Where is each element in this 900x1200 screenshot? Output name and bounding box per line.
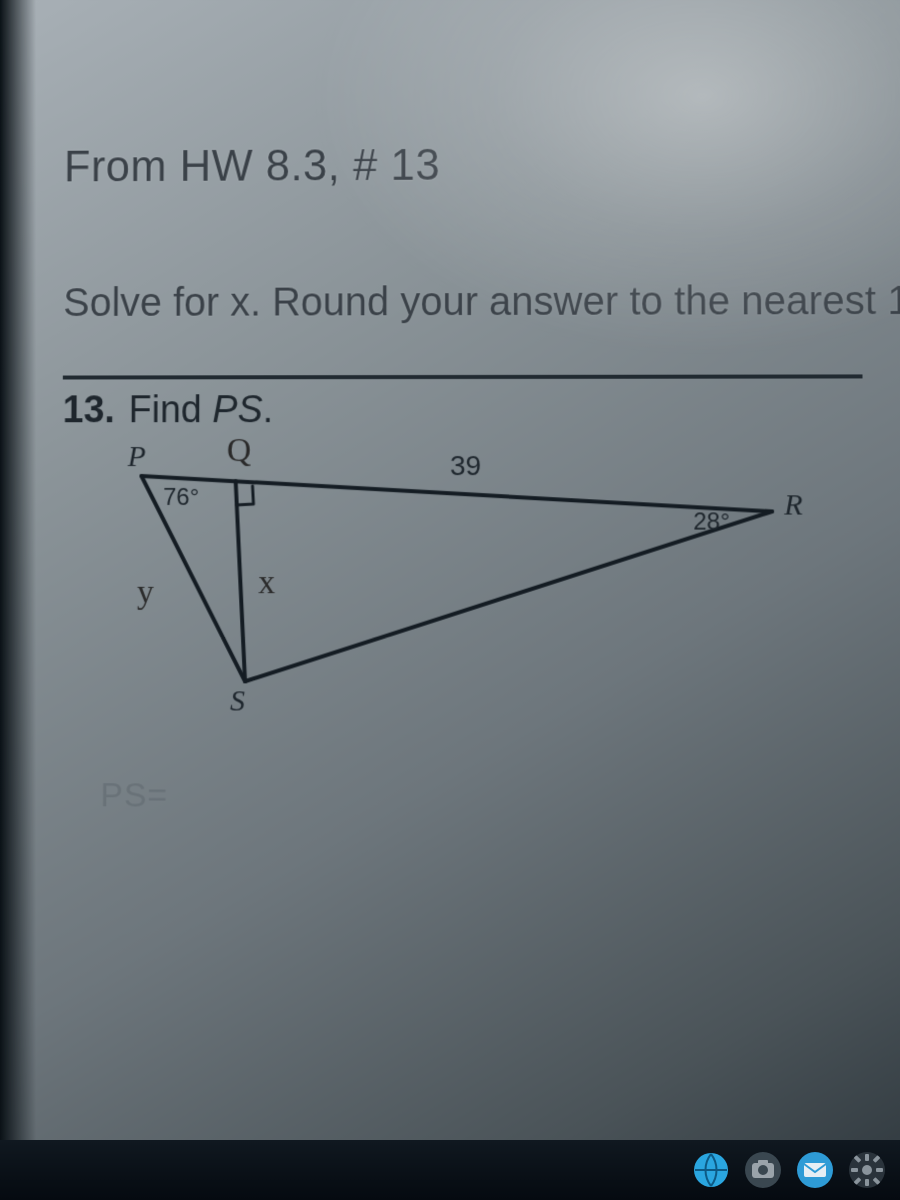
edge-QS bbox=[235, 481, 246, 681]
vertex-label-S: S bbox=[230, 684, 245, 718]
mail-icon[interactable] bbox=[792, 1147, 838, 1193]
taskbar bbox=[0, 1140, 900, 1200]
triangle-figure: P Q R S 76° 28° 39 y x bbox=[81, 446, 865, 770]
problem-prompt: Find PS. bbox=[129, 389, 274, 432]
right-angle-marker bbox=[237, 486, 254, 505]
vertex-label-P: P bbox=[128, 440, 146, 474]
source-line: From HW 8.3, # 13 bbox=[64, 139, 852, 193]
side-label-QR: 39 bbox=[450, 450, 481, 482]
answer-prompt: PS= bbox=[100, 776, 854, 820]
problem-number: 13. bbox=[63, 389, 115, 432]
angle-label-R: 28° bbox=[693, 508, 730, 536]
vertex-label-Q: Q bbox=[227, 432, 252, 470]
side-label-QS: x bbox=[258, 564, 275, 602]
prompt-suffix: . bbox=[263, 389, 274, 431]
worksheet-content: From HW 8.3, # 13 Solve for x. Round you… bbox=[1, 0, 900, 820]
side-label-PS: y bbox=[137, 574, 154, 612]
instruction-line: Solve for x. Round your answer to the ne… bbox=[63, 279, 852, 326]
edge-RS bbox=[245, 511, 773, 683]
settings-icon[interactable] bbox=[844, 1147, 890, 1193]
prompt-prefix: Find bbox=[129, 389, 213, 431]
camera-icon[interactable] bbox=[740, 1147, 786, 1193]
problem-header: 13. Find PS. bbox=[63, 374, 863, 432]
prompt-variable: PS bbox=[212, 389, 262, 431]
vertex-label-R: R bbox=[784, 488, 803, 522]
angle-label-P: 76° bbox=[163, 484, 199, 512]
browser-icon[interactable] bbox=[688, 1147, 734, 1193]
